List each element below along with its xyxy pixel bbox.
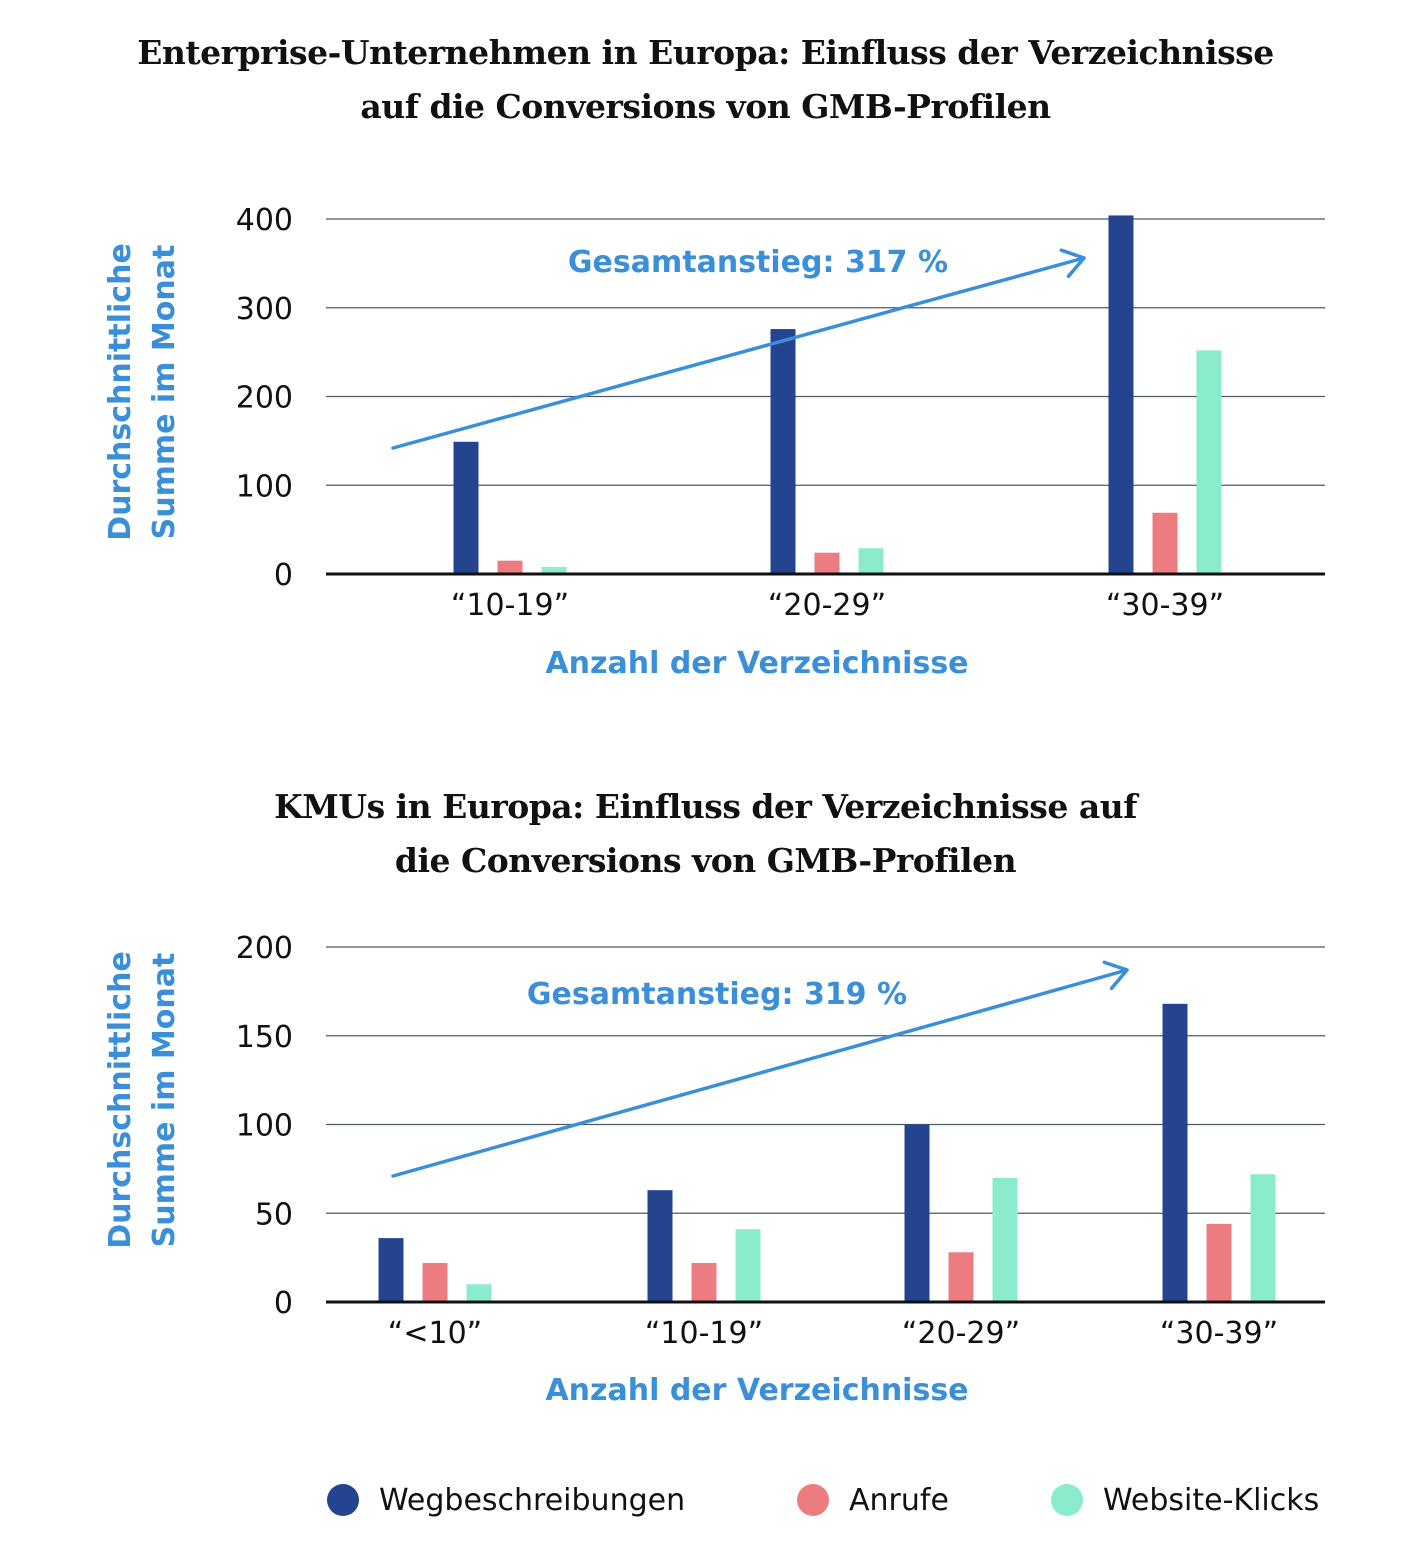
chart-1-bar-anrufe — [497, 560, 523, 574]
chart-2-category-label: “10-19” — [645, 1316, 763, 1351]
chart-1-category-label: “20-29” — [768, 588, 886, 623]
chart-2-y-axis-label-line-1: Durchschnittliche — [103, 951, 138, 1249]
chart-2-x-axis-label: Anzahl der Verzeichnisse — [545, 1373, 968, 1408]
chart-2-category-label: “20-29” — [902, 1316, 1020, 1351]
chart-2-bar-wegbeschreibungen — [647, 1190, 673, 1302]
chart-2-y-tick-label: 0 — [274, 1286, 293, 1321]
chart-2-category-label: “30-39” — [1160, 1316, 1278, 1351]
chart-1-category-label: “10-19” — [451, 588, 569, 623]
legend-item-website-klicks: Website-Klicks — [1051, 1478, 1319, 1522]
chart-2-bar-anrufe — [948, 1252, 974, 1302]
chart-2-trend-arrow-head — [1102, 960, 1129, 991]
chart-1-annotation: Gesamtanstieg: 317 % — [568, 245, 948, 280]
chart-1-bar-anrufe — [814, 552, 840, 574]
chart-2-title: KMUs in Europa: Einfluss der Verzeichnis… — [0, 780, 1411, 888]
chart-1-y-axis-label-line-2: Summe im Monat — [147, 245, 182, 540]
chart-2-bar-website-klicks — [1250, 1174, 1276, 1302]
chart-1-y-axis-label-line-1: Durchschnittliche — [103, 243, 138, 541]
legend-label-wegbeschreibungen: Wegbeschreibungen — [379, 1482, 686, 1518]
legend-label-anrufe: Anrufe — [849, 1482, 949, 1518]
chart-2-trend-arrow-line — [391, 968, 1129, 1178]
chart-1-title: Enterprise-Unternehmen in Europa: Einflu… — [0, 26, 1411, 134]
legend-item-wegbeschreibungen: Wegbeschreibungen — [327, 1478, 685, 1522]
chart-1-bar-website-klicks — [1196, 350, 1222, 574]
chart-1-trend-arrow-line — [391, 256, 1086, 450]
chart-2-y-tick-label: 50 — [255, 1197, 293, 1232]
chart-2-bar-website-klicks — [735, 1229, 761, 1302]
chart-1-y-tick-label: 400 — [236, 203, 293, 238]
chart-2-title-line-1: KMUs in Europa: Einfluss der Verzeichnis… — [274, 787, 1137, 826]
chart-2-bar-wegbeschreibungen — [1162, 1003, 1188, 1302]
chart-2-y-axis-label-line-2: Summe im Monat — [147, 953, 182, 1248]
chart-1-category-label: “30-39” — [1106, 588, 1224, 623]
chart-1-bar-wegbeschreibungen — [770, 329, 796, 574]
chart-1-bar-wegbeschreibungen — [1108, 215, 1134, 574]
chart-1-bar-anrufe — [1152, 512, 1178, 574]
chart-1-y-tick-label: 300 — [236, 292, 293, 327]
chart-2-y-tick-label: 100 — [236, 1109, 293, 1144]
chart-2-y-tick-label: 200 — [236, 931, 293, 966]
chart-2-bar-anrufe — [1206, 1223, 1232, 1302]
legend-swatch-website-klicks — [1051, 1484, 1083, 1516]
chart-2-bar-anrufe — [691, 1262, 717, 1302]
chart-2-bar-anrufe — [422, 1262, 448, 1302]
chart-2: 0 50 100 150 200 “<10” “10-19” “20-29” “30-39” An… — [103, 931, 1325, 1408]
legend-swatch-anrufe — [797, 1484, 829, 1516]
chart-2-annotation: Gesamtanstieg: 319 % — [527, 977, 907, 1012]
legend-swatch-wegbeschreibungen — [327, 1484, 359, 1516]
legend-label-website-klicks: Website-Klicks — [1103, 1482, 1320, 1518]
chart-2-bar-website-klicks — [466, 1284, 492, 1302]
chart-1-trend-arrow-head — [1059, 248, 1086, 279]
chart-1-y-tick-label: 0 — [274, 558, 293, 593]
chart-1-y-tick-label: 100 — [236, 469, 293, 504]
chart-1: 0 100 200 300 400 “10-19” “20-29” “30-39” Anzahl… — [103, 203, 1325, 681]
chart-2-title-line-2: die Conversions von GMB-Profilen — [394, 841, 1017, 880]
chart-1-y-tick-label: 200 — [236, 381, 293, 416]
chart-2-bar-website-klicks — [992, 1177, 1018, 1302]
chart-1-title-line-1: Enterprise-Unternehmen in Europa: Einflu… — [137, 33, 1274, 72]
chart-1-bar-wegbeschreibungen — [453, 441, 479, 574]
chart-2-category-label: “<10” — [388, 1316, 482, 1351]
legend: Wegbeschreibungen Anrufe Website-Klicks — [0, 1478, 1411, 1522]
chart-2-bar-wegbeschreibungen — [378, 1238, 404, 1302]
legend-item-anrufe: Anrufe — [797, 1478, 949, 1522]
chart-1-x-axis-label: Anzahl der Verzeichnisse — [545, 646, 968, 681]
chart-1-bar-website-klicks — [858, 548, 884, 574]
chart-1-title-line-2: auf die Conversions von GMB-Profilen — [360, 87, 1051, 126]
chart-2-bar-wegbeschreibungen — [904, 1124, 930, 1302]
chart-2-y-tick-label: 150 — [236, 1020, 293, 1055]
chart-1-bar-website-klicks — [541, 566, 567, 574]
